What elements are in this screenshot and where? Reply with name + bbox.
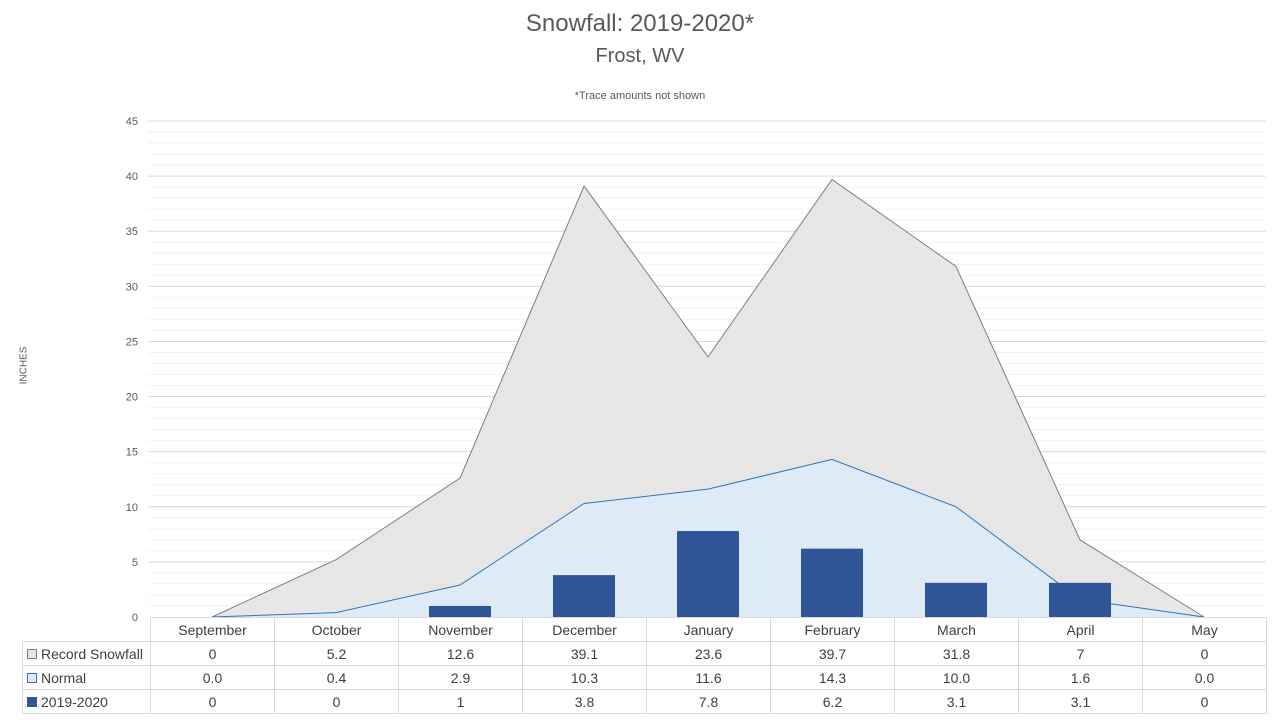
data-cell: 39.1 xyxy=(522,641,647,666)
data-cell: 12.6 xyxy=(398,641,523,666)
category-label: December xyxy=(522,617,647,642)
table-header-row: September October November December January F… xyxy=(22,617,1267,642)
data-cell: 5.2 xyxy=(274,641,399,666)
series-label: 2019-2020 xyxy=(22,689,151,714)
data-cell: 2.9 xyxy=(398,665,523,690)
category-label: October xyxy=(274,617,399,642)
legend-key-icon xyxy=(27,672,37,683)
data-cell: 14.3 xyxy=(770,665,895,690)
data-cell: 39.7 xyxy=(770,641,895,666)
series-name: Normal xyxy=(41,669,87,686)
data-cell: 3.1 xyxy=(894,689,1019,714)
series-label: Record Snowfall xyxy=(22,641,151,666)
category-label: April xyxy=(1018,617,1143,642)
data-cell: 3.1 xyxy=(1018,689,1143,714)
chart-note: *Trace amounts not shown xyxy=(574,90,706,102)
y-tick-label: 40 xyxy=(126,171,138,183)
chart-title: Snowfall: 2019-2020* xyxy=(525,10,755,37)
record-snowfall-line xyxy=(211,178,1205,618)
category-label: September xyxy=(150,617,275,642)
y-tick-label: 15 xyxy=(126,447,138,459)
bar-december xyxy=(553,575,615,617)
data-cell: 10.0 xyxy=(894,665,1019,690)
bar-january xyxy=(677,531,739,617)
bar-series xyxy=(429,531,1111,617)
legend-key-icon xyxy=(27,648,37,659)
data-cell: 31.8 xyxy=(894,641,1019,666)
y-tick-label: 25 xyxy=(126,336,138,348)
data-cell: 6.2 xyxy=(770,689,895,714)
bar-february xyxy=(801,548,863,617)
series-name: Record Snowfall xyxy=(41,645,143,662)
data-cell: 0.4 xyxy=(274,665,399,690)
y-tick-label: 5 xyxy=(132,557,138,569)
data-cell: 3.8 xyxy=(522,689,647,714)
table-corner xyxy=(22,617,151,642)
data-cell: 7.8 xyxy=(646,689,771,714)
y-tick-label: 35 xyxy=(126,226,138,238)
category-label: January xyxy=(646,617,771,642)
series-label: Normal xyxy=(22,665,151,690)
data-cell: 0 xyxy=(1142,641,1267,666)
data-cell: 23.6 xyxy=(646,641,771,666)
bar-november xyxy=(429,605,491,617)
data-cell: 0 xyxy=(274,689,399,714)
data-cell: 0.0 xyxy=(150,665,275,690)
chart-subtitle: Frost, WV xyxy=(595,45,685,67)
table-row: Normal 0.0 0.4 2.9 10.3 11.6 14.3 10.0 1.6 0.0 xyxy=(22,665,1267,690)
table-row: Record Snowfall 0 5.2 12.6 39.1 23.6 39.7 31.8 7… xyxy=(22,641,1267,666)
category-label: February xyxy=(770,617,895,642)
data-cell: 1.6 xyxy=(1018,665,1143,690)
data-cell: 0.0 xyxy=(1142,665,1267,690)
y-tick-label: 10 xyxy=(126,502,138,514)
data-cell: 10.3 xyxy=(522,665,647,690)
category-label: March xyxy=(894,617,1019,642)
category-label: May xyxy=(1142,617,1267,642)
y-tick-label: 30 xyxy=(126,281,138,293)
data-table: September October November December January F… xyxy=(22,617,1267,714)
data-cell: 11.6 xyxy=(646,665,771,690)
data-cell: 7 xyxy=(1018,641,1143,666)
data-cell: 1 xyxy=(398,689,523,714)
data-cell: 0 xyxy=(150,689,275,714)
table-row: 2019-2020 0 0 1 3.8 7.8 6.2 3.1 3.1 0 xyxy=(22,689,1267,714)
series-name: 2019-2020 xyxy=(41,693,108,710)
category-label: November xyxy=(398,617,523,642)
y-tick-label: 20 xyxy=(126,392,138,404)
data-cell: 0 xyxy=(1142,689,1267,714)
y-tick-label: 45 xyxy=(126,116,138,128)
normal-line xyxy=(211,458,1205,618)
bar-march xyxy=(925,582,987,617)
legend-key-icon xyxy=(27,696,37,707)
bar-april xyxy=(1049,582,1111,617)
data-cell: 0 xyxy=(150,641,275,666)
